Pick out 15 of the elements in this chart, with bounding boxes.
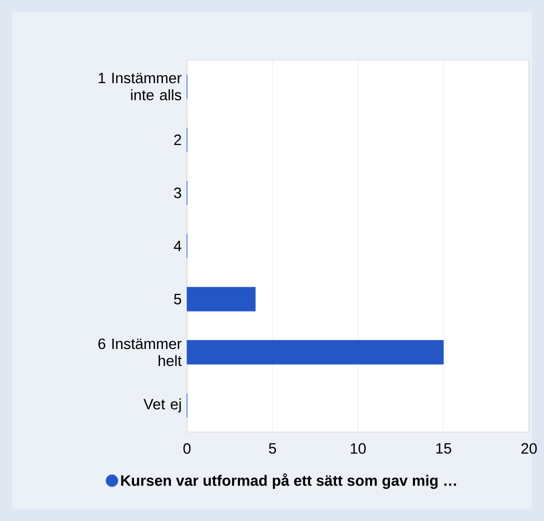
x-tick-label: 15 bbox=[436, 443, 452, 454]
x-tick-label: 5 bbox=[268, 443, 276, 454]
x-tick-label: 0 bbox=[183, 443, 191, 454]
legend-label: Kursen var utformad på ett sätt som gav mig … bbox=[121, 473, 456, 489]
x-tick-label: 20 bbox=[521, 443, 537, 454]
y-tick-label: Vet ej bbox=[144, 398, 181, 412]
x-tick-label: 10 bbox=[350, 443, 366, 454]
y-tick-label: 6 Instämmer helt bbox=[98, 338, 182, 366]
bar bbox=[186, 286, 256, 312]
y-tick-label: 4 bbox=[174, 240, 182, 252]
y-tick-label: 1 Instämmer inte alls bbox=[98, 72, 182, 100]
bar bbox=[186, 340, 444, 364]
y-tick-label: 5 bbox=[174, 294, 182, 304]
y-tick-label: 2 bbox=[174, 134, 182, 145]
y-tick-label: 3 bbox=[174, 188, 182, 198]
